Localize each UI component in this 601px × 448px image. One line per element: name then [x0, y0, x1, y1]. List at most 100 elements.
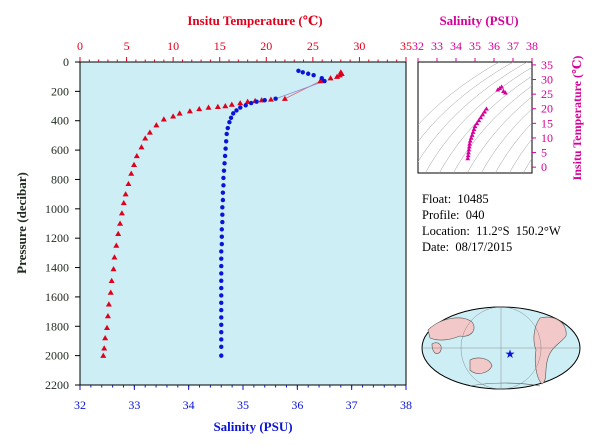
ts-point	[470, 129, 476, 134]
location-value: 11.2°S 150.2°W	[476, 224, 561, 238]
pressure-axis-ticks: 0 200 400 600 800 1000 1200 1400 1600 1800 2000 220…	[45, 55, 80, 392]
salinity-point	[219, 249, 224, 254]
salinity-point	[243, 103, 248, 108]
map-graticule	[422, 306, 580, 390]
salinity-point	[219, 263, 224, 269]
salinity-tick-label: 34	[183, 398, 195, 412]
salinity-point	[238, 105, 243, 110]
temperature-point	[107, 289, 114, 295]
density-contour	[418, 62, 514, 142]
ts-point	[465, 155, 471, 161]
pressure-tick-label: 1000	[45, 202, 69, 216]
ts-point	[482, 109, 487, 114]
left-axis-title: Pressure (decibar)	[14, 172, 29, 274]
salinity-point	[219, 285, 224, 291]
ts-salinity-tick-label: 35	[469, 39, 481, 53]
salinity-point	[254, 99, 259, 104]
profile-line: Profile: 040	[422, 208, 485, 223]
temperature-point	[228, 101, 235, 107]
temperature-point	[131, 161, 138, 167]
temperature-point	[153, 122, 160, 128]
date-line: Date: 08/17/2015	[422, 240, 512, 255]
temperature-gap-line	[284, 80, 321, 100]
density-contour	[424, 67, 532, 173]
salinity-tick-label: 38	[400, 398, 412, 412]
salinity-point	[219, 278, 224, 283]
temperature-point	[101, 345, 108, 351]
ts-point	[465, 153, 471, 158]
salinity-point	[219, 322, 224, 328]
ts-point	[469, 132, 475, 137]
salinity-point	[219, 337, 224, 342]
salinity-point	[219, 271, 224, 276]
temperature-point	[128, 170, 135, 176]
profile-marks	[100, 68, 345, 358]
salinity-point	[219, 329, 224, 335]
ts-salinity-tick-label: 34	[450, 39, 462, 53]
salinity-point	[222, 161, 227, 166]
pressure-tick-label: 1200	[45, 231, 69, 245]
pressure-tick-label: 400	[51, 114, 69, 128]
density-contour	[522, 158, 532, 173]
ts-point	[466, 150, 471, 155]
salinity-point	[220, 205, 225, 210]
temperature-point	[102, 335, 109, 341]
ts-point	[495, 87, 501, 92]
map-land-asia	[427, 317, 475, 341]
ts-salinity-axis-ticks: 32 33 34 35 36 37 38	[412, 39, 538, 62]
density-contour	[452, 85, 532, 173]
float-id-line: Float: 10485	[422, 192, 489, 207]
salinity-point	[225, 125, 230, 131]
ts-point	[478, 115, 484, 120]
salinity-point	[220, 212, 225, 217]
date-label: Date:	[422, 240, 450, 254]
salinity-point	[219, 293, 224, 298]
salinity-point	[219, 241, 225, 247]
salinity-point	[311, 73, 316, 78]
density-contour	[438, 75, 532, 173]
temp-tick-label: 35	[400, 39, 412, 53]
salinity-point	[273, 96, 278, 101]
salinity-tick-label: 32	[74, 398, 86, 412]
ts-point	[468, 135, 474, 140]
density-contour	[418, 62, 528, 163]
pressure-tick-label: 0	[63, 55, 69, 69]
temperature-point	[176, 110, 183, 116]
pressure-tick-label: 2000	[45, 349, 69, 363]
pressure-tick-label: 2200	[45, 378, 69, 392]
pressure-tick-label: 1400	[45, 261, 69, 275]
salinity-point	[220, 197, 226, 203]
temp-tick-label: 25	[307, 39, 319, 53]
temperature-point	[317, 78, 324, 84]
temperature-point	[110, 266, 117, 272]
salinity-point	[322, 78, 327, 84]
map-land-antarctica	[469, 382, 541, 387]
temp-tick-label: 10	[167, 39, 179, 53]
pressure-tick-label: 600	[51, 143, 69, 157]
salinity-point	[219, 344, 224, 350]
ts-point	[467, 141, 473, 146]
ts-temp-tick-label: 35	[541, 58, 553, 72]
ts-top-axis-title: Salinity (PSU)	[439, 13, 518, 28]
temperature-point	[113, 242, 120, 248]
salinity-point	[231, 111, 236, 116]
salinity-point	[221, 168, 227, 173]
ts-temp-tick-label: 20	[541, 102, 553, 116]
salinity-point	[219, 234, 225, 239]
salinity-tick-label: 37	[346, 398, 358, 412]
temperature-point	[117, 220, 124, 226]
ts-salinity-tick-label: 37	[507, 39, 519, 53]
temperature-point	[267, 96, 274, 102]
ts-point	[466, 144, 472, 149]
density-contour	[418, 62, 500, 126]
temperature-point	[237, 100, 244, 106]
map-land-australia	[469, 357, 493, 374]
pressure-tick-label: 1800	[45, 319, 69, 333]
ts-point	[480, 112, 485, 117]
ts-point	[466, 147, 472, 152]
ts-point	[503, 90, 508, 95]
date-value: 08/17/2015	[455, 240, 513, 254]
temperature-point	[100, 352, 107, 358]
bottom-axis-title: Salinity (PSU)	[213, 419, 292, 434]
